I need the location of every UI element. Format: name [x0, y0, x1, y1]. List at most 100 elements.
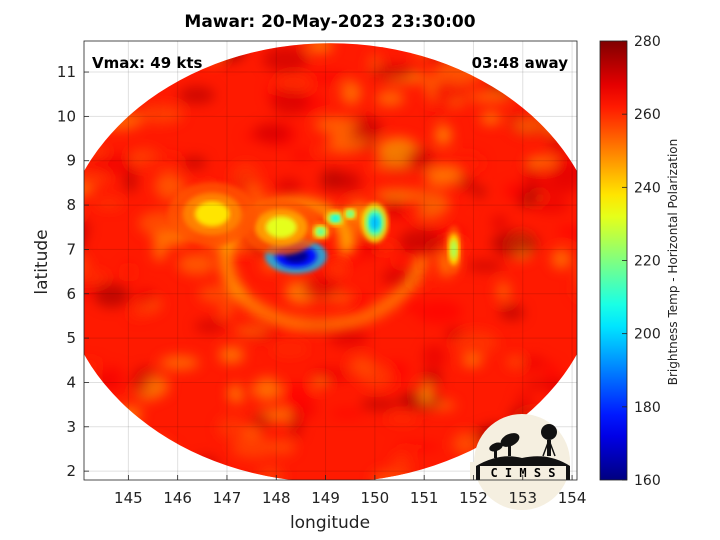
cold-cell-core	[450, 240, 458, 259]
y-tick-label: 4	[66, 373, 76, 391]
cold-cells	[167, 182, 463, 274]
texture-patch	[395, 442, 441, 451]
texture-patch	[154, 171, 184, 200]
texture-patch	[271, 342, 309, 356]
band-patch	[402, 277, 417, 292]
x-tick-label: 151	[410, 489, 439, 507]
y-tick-label: 5	[66, 329, 76, 347]
texture-patch	[385, 413, 419, 425]
texture-patch	[289, 412, 303, 439]
colorbar-label: Brightness Temp - Horizontal Polarizatio…	[666, 139, 680, 386]
texture-patch	[329, 409, 365, 418]
cimss-logo: C I M S S	[470, 414, 570, 510]
texture-patch	[270, 88, 309, 115]
texture-patch	[435, 124, 452, 146]
satellite-dish-icon	[489, 433, 520, 458]
colorbar-tick-label: 160	[634, 473, 661, 489]
x-axis: 145 146 147 148 149 150 151 152 153 154	[114, 475, 586, 507]
texture-patch	[431, 107, 444, 119]
texture-patch	[452, 431, 480, 456]
band-patch	[409, 266, 424, 281]
band-patch	[252, 303, 267, 318]
texture-patch	[340, 80, 362, 105]
band-patch	[316, 318, 331, 333]
texture-patch	[99, 154, 137, 175]
texture-patch	[447, 328, 460, 338]
band-patch	[263, 308, 278, 323]
texture-patch	[48, 38, 83, 55]
texture-patch	[424, 167, 462, 185]
texture-patch	[533, 198, 570, 214]
band-patch	[414, 254, 429, 269]
texture-patch	[84, 285, 87, 302]
texture-patch	[456, 176, 476, 191]
colorbar-tick-label: 280	[634, 34, 661, 50]
texture-patch	[558, 225, 577, 238]
texture-patch	[432, 155, 449, 165]
texture-patch	[550, 160, 577, 183]
texture-patch	[526, 157, 558, 167]
texture-patch	[422, 344, 447, 370]
texture-patch	[472, 186, 486, 198]
texture-patch	[159, 355, 200, 370]
texture-patch	[290, 150, 313, 161]
colorbar-tick-label: 200	[634, 327, 661, 343]
x-tick-label: 152	[459, 489, 488, 507]
texture-patch	[128, 307, 151, 319]
cold-cell-core	[194, 201, 230, 227]
x-tick-label: 150	[361, 489, 390, 507]
cold-cell-core	[265, 216, 297, 239]
texture-patch	[84, 268, 85, 284]
x-axis-label: longitude	[290, 513, 370, 533]
texture-patch	[310, 367, 351, 382]
texture-patch	[551, 248, 572, 269]
y-tick-label: 10	[57, 107, 76, 125]
texture-patch	[491, 230, 539, 256]
texture-patch	[253, 377, 281, 401]
texture-patch	[342, 295, 370, 315]
cold-cell-core	[346, 210, 354, 218]
x-tick-label: 145	[114, 489, 143, 507]
texture-patch	[262, 46, 309, 73]
vmax-label: Vmax: 49 kts	[92, 54, 202, 72]
time-away-label: 03:48 away	[472, 54, 569, 72]
texture-patch	[194, 319, 226, 333]
cold-cell-core	[316, 227, 325, 236]
texture-patch	[337, 170, 362, 193]
texture-patch	[398, 228, 444, 255]
chart-title: Mawar: 20-May-2023 23:30:00	[184, 12, 475, 32]
texture-patch	[300, 277, 340, 300]
grid	[84, 41, 577, 480]
texture-patch	[431, 79, 469, 104]
band-patch	[302, 318, 317, 333]
x-tick-label: 148	[262, 489, 291, 507]
texture-patch	[313, 116, 359, 134]
texture-patch	[94, 198, 124, 209]
texture-patch	[491, 215, 508, 230]
texture-patch	[421, 369, 443, 386]
texture-patch	[275, 178, 302, 195]
y-tick-label: 8	[66, 196, 76, 214]
texture-patch	[251, 412, 272, 429]
texture-patch	[144, 375, 169, 398]
texture-patch	[449, 152, 485, 175]
texture-patch	[404, 297, 419, 312]
colorbar-tick-label: 260	[634, 107, 661, 123]
texture-patch	[503, 182, 528, 199]
texture-patch	[178, 86, 215, 105]
texture-patch	[506, 355, 524, 368]
x-tick-label: 146	[163, 489, 192, 507]
texture-patch	[360, 398, 399, 411]
texture-patch	[523, 163, 540, 185]
texture-patch	[515, 393, 534, 404]
texture-patch	[231, 162, 261, 191]
texture-patch	[236, 384, 252, 399]
texture-patch	[372, 159, 417, 171]
colorbar-tick-label: 220	[634, 254, 661, 270]
texture-patch	[220, 304, 233, 318]
texture-patch	[217, 416, 248, 440]
texture-patch	[415, 300, 463, 324]
band-patch	[393, 287, 408, 302]
y-tick-label: 3	[66, 418, 76, 436]
texture-patch	[306, 43, 334, 54]
